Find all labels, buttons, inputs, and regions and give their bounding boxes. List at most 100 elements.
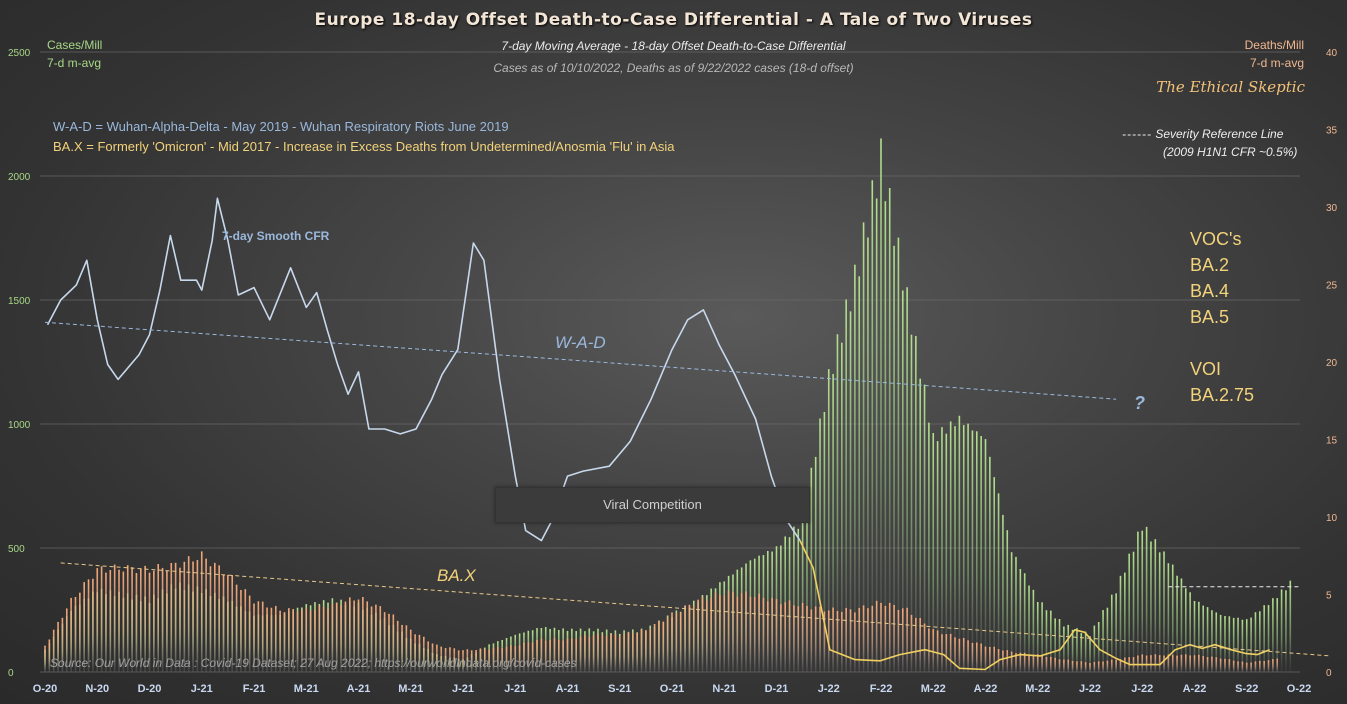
death-bar xyxy=(710,597,712,672)
left-axis-label-1: Cases/Mill xyxy=(47,38,103,52)
case-bar xyxy=(910,334,913,672)
x-tick-label: N-21 xyxy=(712,683,736,695)
death-bar xyxy=(714,592,717,672)
legend-bax: BA.X = Formerly 'Omicron' - Mid 2017 - I… xyxy=(53,139,675,154)
left-axis-ticks: 0 500 1000 1500 2000 2500 xyxy=(8,48,31,679)
smooth-cfr-label: 7-day Smooth CFR xyxy=(222,229,330,243)
death-bar xyxy=(92,578,94,672)
case-bar xyxy=(1054,618,1056,672)
death-bar xyxy=(126,565,129,672)
death-bar xyxy=(348,597,351,672)
death-bar xyxy=(444,648,447,672)
death-bar xyxy=(989,646,991,672)
case-bar xyxy=(1028,585,1030,672)
death-bar xyxy=(1137,655,1139,672)
death-bar xyxy=(392,614,395,672)
death-bar xyxy=(941,634,943,672)
death-bar xyxy=(1102,661,1104,672)
death-bar xyxy=(910,614,913,672)
death-bar xyxy=(740,593,743,672)
death-bar xyxy=(1171,654,1174,672)
death-bar xyxy=(601,635,604,672)
death-bar xyxy=(222,574,225,672)
case-bar xyxy=(1267,605,1270,672)
death-bar xyxy=(797,606,800,672)
death-bar xyxy=(575,639,578,672)
death-bar xyxy=(745,591,747,672)
right-tick-label: 40 xyxy=(1326,48,1338,59)
case-bar xyxy=(958,415,961,672)
case-bar xyxy=(1015,556,1017,672)
case-bar xyxy=(1171,564,1174,672)
right-tick-label: 35 xyxy=(1326,126,1338,137)
death-bar xyxy=(588,636,591,672)
death-bar xyxy=(880,602,882,672)
right-axis-label-2: 7-d m-avg xyxy=(1249,56,1304,70)
death-bar xyxy=(1158,655,1161,672)
death-bar xyxy=(841,611,843,672)
death-bar xyxy=(867,608,869,672)
death-bar xyxy=(553,638,556,672)
death-bar xyxy=(453,648,456,672)
death-bar xyxy=(357,599,360,672)
death-bar xyxy=(1023,652,1026,672)
case-bar xyxy=(1006,530,1009,672)
wad-label: W-A-D xyxy=(555,333,606,352)
death-bar xyxy=(52,629,55,672)
case-bar xyxy=(814,456,817,672)
case-bar xyxy=(854,264,856,672)
death-bar xyxy=(697,599,699,672)
case-bar xyxy=(1224,615,1226,672)
death-bar xyxy=(1232,660,1235,672)
death-bar xyxy=(383,612,386,672)
death-bar xyxy=(427,641,429,672)
death-bar xyxy=(431,643,434,672)
death-bar xyxy=(79,592,81,672)
death-bar xyxy=(854,612,856,672)
case-bar xyxy=(1276,598,1279,672)
death-bar xyxy=(109,570,112,672)
case-bar xyxy=(867,237,869,673)
death-bar xyxy=(919,618,921,672)
death-bar xyxy=(257,601,260,672)
death-bar xyxy=(192,561,194,672)
case-bar xyxy=(1285,590,1287,672)
death-bar xyxy=(771,597,773,672)
question-mark-label: ? xyxy=(1134,393,1145,413)
left-tick-label: 1000 xyxy=(8,420,31,431)
death-bar xyxy=(1067,659,1070,672)
case-bar xyxy=(1102,610,1104,672)
case-bar xyxy=(954,426,956,672)
left-tick-label: 500 xyxy=(8,544,25,555)
death-bar xyxy=(283,612,286,672)
death-bar xyxy=(566,638,569,672)
death-bar xyxy=(579,636,582,672)
death-bar xyxy=(436,644,438,672)
case-bar xyxy=(1106,607,1109,672)
case-bar xyxy=(1184,588,1187,672)
death-bar xyxy=(479,648,482,672)
death-bar xyxy=(640,629,643,672)
death-bar xyxy=(70,597,72,672)
brand-logo: The Ethical Skeptic xyxy=(1156,78,1305,96)
case-bar xyxy=(993,477,996,672)
x-tick-label: N-20 xyxy=(85,683,109,695)
death-bar xyxy=(958,638,961,672)
death-bar xyxy=(1076,661,1078,672)
case-bar xyxy=(1071,629,1074,672)
death-bar xyxy=(679,611,682,672)
left-tick-label: 2500 xyxy=(8,48,31,59)
case-bar xyxy=(1228,616,1231,672)
death-bar xyxy=(758,593,760,672)
death-bar xyxy=(187,556,190,672)
case-bar xyxy=(1128,553,1130,672)
case-bar xyxy=(1259,611,1261,672)
death-bar xyxy=(318,605,321,672)
death-bar xyxy=(266,607,268,672)
death-bar xyxy=(945,634,948,672)
death-bar xyxy=(592,635,595,672)
x-tick-label: J-21 xyxy=(504,683,526,695)
death-bar xyxy=(205,558,207,672)
death-bar xyxy=(749,596,752,672)
death-bar xyxy=(1254,661,1257,672)
